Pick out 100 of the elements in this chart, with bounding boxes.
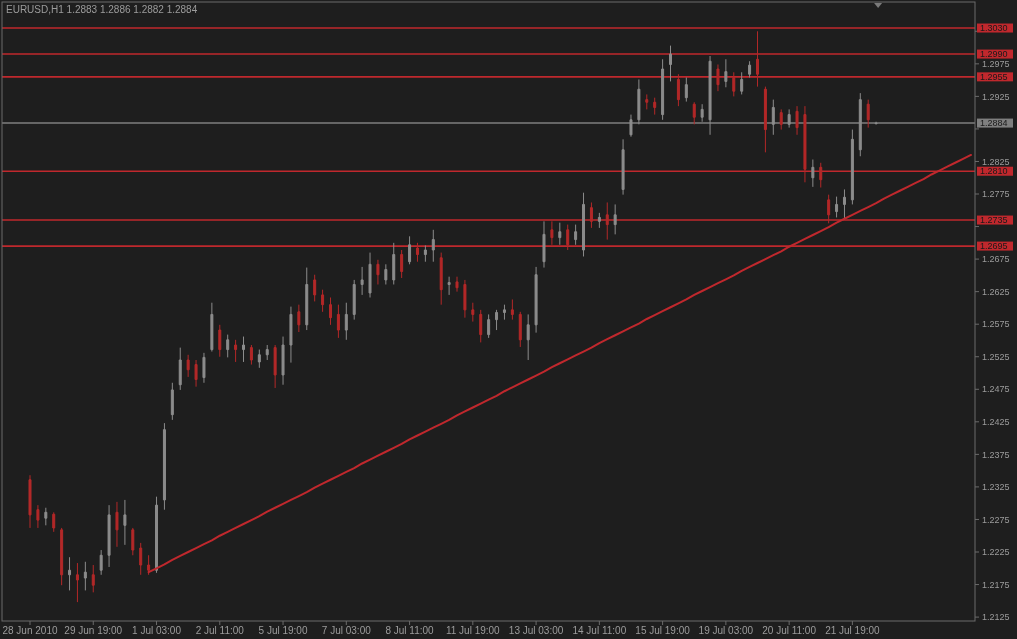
candlestick (439, 252, 443, 306)
candlestick (582, 192, 586, 257)
candlestick (352, 279, 356, 321)
candlestick (305, 267, 309, 331)
candlestick (455, 276, 459, 293)
candlestick (321, 289, 325, 313)
candlestick (479, 309, 483, 343)
candlestick (408, 235, 412, 265)
y-tick-label: 1.2575 (982, 319, 1010, 330)
candlestick (748, 60, 752, 78)
candlestick (83, 561, 87, 591)
candlestick (344, 302, 348, 341)
candlestick (431, 229, 435, 263)
candlestick (226, 334, 230, 358)
x-tick-label: 7 Jul 03:00 (321, 625, 372, 636)
candlestick (162, 422, 166, 511)
candlestick (526, 313, 530, 361)
candlestick (858, 92, 862, 157)
candlestick (384, 263, 388, 285)
chart-title: EURUSD,H1 1.2883 1.2886 1.2882 1.2884 (6, 4, 198, 15)
candlestick (692, 101, 696, 125)
candlestick (91, 564, 95, 593)
candlestick (716, 63, 720, 92)
candlestick (99, 549, 103, 576)
y-tick-label: 1.2275 (982, 514, 1010, 525)
candlestick (131, 527, 135, 556)
candlestick (107, 504, 111, 568)
candlestick (249, 344, 253, 366)
candlestick (52, 511, 56, 533)
candlestick (194, 359, 198, 388)
candlestick (423, 244, 427, 263)
y-tick-label: 1.2225 (982, 547, 1010, 558)
candlestick (487, 313, 491, 339)
candlestick (218, 324, 222, 358)
ref-line-label: 1.3030 (980, 23, 1008, 34)
x-tick-label: 14 Jul 11:00 (572, 625, 627, 636)
candlestick (392, 242, 396, 285)
ref-line-label: 1.2884 (980, 118, 1008, 129)
candlestick (724, 58, 728, 88)
candlestick (328, 297, 332, 326)
candlestick (613, 203, 617, 235)
candlestick (28, 474, 32, 529)
candlestick (178, 347, 182, 391)
x-tick-label: 20 Jul 11:00 (762, 625, 817, 636)
candlestick (234, 339, 238, 363)
candlestick (661, 58, 665, 121)
candlestick (415, 242, 419, 263)
candlestick (708, 55, 712, 136)
candlestick (795, 105, 799, 136)
y-tick-label: 1.2775 (982, 189, 1010, 200)
candlestick (210, 302, 214, 353)
x-tick-label: 15 Jul 19:00 (635, 625, 691, 636)
candlestick (756, 30, 759, 88)
candlestick (510, 298, 514, 321)
candlestick (313, 274, 317, 302)
x-tick-label: 2 Jul 11:00 (195, 625, 245, 636)
candlestick (36, 504, 40, 529)
candlestick (75, 562, 79, 603)
candlestick (645, 93, 649, 110)
candlestick (574, 224, 578, 246)
candlestick (336, 304, 340, 339)
candlestick (273, 344, 277, 389)
y-tick-label: 1.2375 (982, 449, 1010, 460)
x-tick-label: 11 Jul 19:00 (445, 625, 501, 636)
candlestick (115, 501, 119, 548)
candlestick (597, 212, 601, 229)
candlestick (835, 196, 839, 218)
candlestick (242, 336, 245, 363)
candlestick (589, 201, 593, 229)
candlestick (550, 220, 554, 246)
candlestick (68, 556, 72, 591)
x-tick-label: 8 Jul 11:00 (385, 625, 435, 636)
candlestick (60, 527, 64, 586)
candlestick (360, 266, 364, 296)
candlestick (289, 306, 293, 364)
candlestick (147, 554, 151, 576)
candlestick (700, 103, 704, 123)
candlestick (787, 108, 791, 129)
x-tick-label: 19 Jul 03:00 (698, 625, 754, 636)
candlestick (779, 108, 783, 131)
candlestick (502, 304, 506, 321)
candlestick (866, 99, 870, 129)
y-tick-label: 1.2975 (982, 58, 1010, 69)
candlestick (874, 121, 878, 125)
x-tick-label: 21 Jul 19:00 (825, 625, 881, 636)
candlestick (534, 266, 538, 334)
y-tick-label: 1.2325 (982, 482, 1010, 493)
ref-line-label: 1.2955 (980, 72, 1008, 82)
candlestick (471, 302, 475, 323)
candlestick (265, 344, 269, 361)
x-tick-label: 1 Jul 03:00 (132, 625, 182, 636)
candlestick (850, 129, 854, 205)
candlestick (811, 159, 815, 188)
candlestick (605, 201, 609, 241)
candlestick (669, 45, 673, 82)
candlestick (123, 499, 127, 546)
ref-line-label: 1.2990 (980, 49, 1008, 60)
candlestick (368, 252, 372, 299)
candlestick (684, 77, 688, 103)
y-tick-label: 1.2625 (982, 286, 1010, 297)
